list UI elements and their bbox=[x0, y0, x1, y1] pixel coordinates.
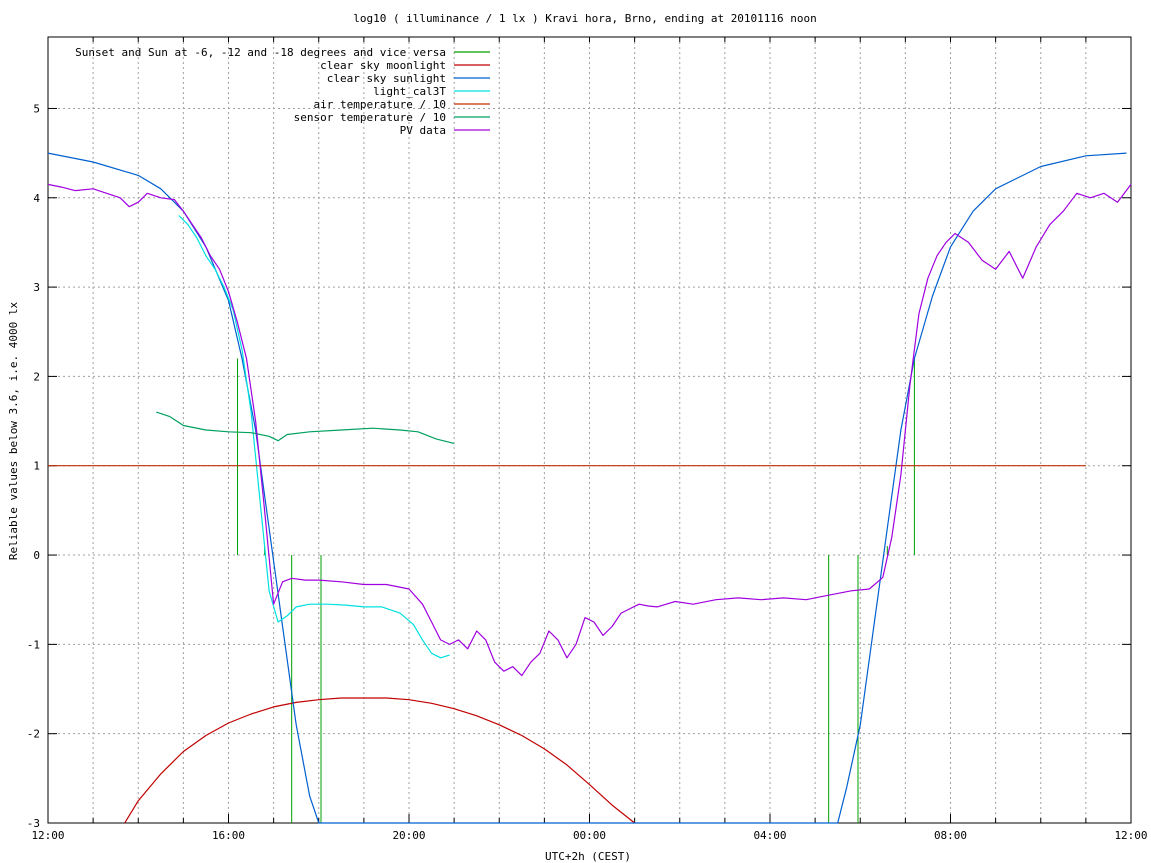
series-line bbox=[47, 183, 1132, 677]
series-6 bbox=[47, 183, 1132, 677]
legend-label: sensor temperature / 10 bbox=[294, 111, 446, 124]
series-line bbox=[178, 215, 450, 659]
x-tick-label: 04:00 bbox=[753, 829, 786, 842]
y-axis-label: Reliable values below 3.6, i.e. 4000 lx bbox=[7, 301, 20, 560]
series-3 bbox=[178, 215, 450, 659]
series-line bbox=[156, 411, 455, 444]
y-tick-label: -2 bbox=[27, 728, 40, 741]
y-tick-label: -3 bbox=[27, 817, 40, 830]
series-2 bbox=[47, 152, 1127, 824]
legend-label: air temperature / 10 bbox=[314, 98, 446, 111]
legend-label: light_cal3T bbox=[373, 85, 446, 98]
x-tick-label: 20:00 bbox=[392, 829, 425, 842]
series-1 bbox=[124, 697, 635, 824]
series-5 bbox=[156, 411, 455, 444]
x-axis-label: UTC+2h (CEST) bbox=[545, 850, 631, 863]
y-tick-label: -1 bbox=[27, 638, 40, 651]
series-0 bbox=[237, 358, 915, 823]
legend-label: PV data bbox=[400, 124, 446, 137]
x-tick-label: 16:00 bbox=[212, 829, 245, 842]
y-tick-label: 0 bbox=[33, 549, 40, 562]
y-tick-label: 1 bbox=[33, 460, 40, 473]
legend-label: clear sky moonlight bbox=[320, 59, 446, 72]
x-tick-label: 12:00 bbox=[31, 829, 64, 842]
series-line bbox=[47, 152, 1127, 824]
chart-title: log10 ( illuminance / 1 lx ) Kravi hora,… bbox=[353, 12, 817, 25]
x-tick-label: 08:00 bbox=[934, 829, 967, 842]
axis-ticks: 12:00 16:00 20:00 00:00 04:00 08:00 12:00-3-2-… bbox=[27, 37, 1148, 842]
y-tick-label: 2 bbox=[33, 370, 40, 383]
legend: Sunset and Sun at -6, -12 and -18 degree… bbox=[75, 46, 490, 137]
y-tick-label: 5 bbox=[33, 102, 40, 115]
legend-label: clear sky sunlight bbox=[327, 72, 446, 85]
x-tick-label: 12:00 bbox=[1114, 829, 1147, 842]
x-tick-label: 00:00 bbox=[573, 829, 606, 842]
series-layer bbox=[47, 152, 1132, 824]
y-tick-label: 4 bbox=[33, 192, 40, 205]
y-tick-label: 3 bbox=[33, 281, 40, 294]
legend-label: Sunset and Sun at -6, -12 and -18 degree… bbox=[75, 46, 446, 59]
series-line bbox=[124, 697, 635, 824]
